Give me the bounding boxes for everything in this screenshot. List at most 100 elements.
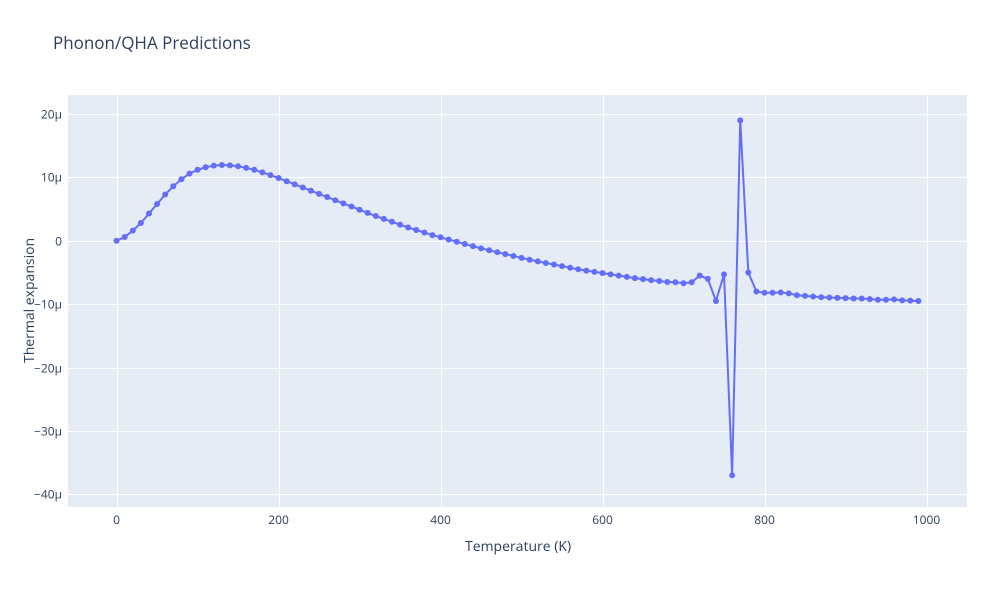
series-marker[interactable] <box>786 290 792 296</box>
series-marker[interactable] <box>899 297 905 303</box>
series-marker[interactable] <box>705 276 711 282</box>
series-marker[interactable] <box>535 258 541 264</box>
series-marker[interactable] <box>324 194 330 200</box>
series-marker[interactable] <box>365 210 371 216</box>
series-marker[interactable] <box>203 164 209 170</box>
series-marker[interactable] <box>519 255 525 261</box>
series-marker[interactable] <box>308 188 314 194</box>
series-marker[interactable] <box>178 176 184 182</box>
series-marker[interactable] <box>664 279 670 285</box>
series-marker[interactable] <box>600 270 606 276</box>
series-marker[interactable] <box>745 269 751 275</box>
series-marker[interactable] <box>721 271 727 277</box>
series-marker[interactable] <box>567 265 573 271</box>
series-marker[interactable] <box>543 260 549 266</box>
series-marker[interactable] <box>421 230 427 236</box>
series-marker[interactable] <box>640 276 646 282</box>
series-marker[interactable] <box>397 222 403 228</box>
series-marker[interactable] <box>381 216 387 222</box>
series-marker[interactable] <box>697 273 703 279</box>
series-marker[interactable] <box>186 171 192 177</box>
series-marker[interactable] <box>243 165 249 171</box>
series-marker[interactable] <box>389 219 395 225</box>
series-marker[interactable] <box>648 277 654 283</box>
series-marker[interactable] <box>624 274 630 280</box>
series-marker[interactable] <box>162 192 168 198</box>
series-marker[interactable] <box>454 239 460 245</box>
series-marker[interactable] <box>357 207 363 213</box>
series-marker[interactable] <box>915 298 921 304</box>
series-marker[interactable] <box>559 263 565 269</box>
series-marker[interactable] <box>462 241 468 247</box>
series-marker[interactable] <box>478 245 484 251</box>
series-marker[interactable] <box>413 227 419 233</box>
plot-area[interactable] <box>68 95 967 507</box>
series-marker[interactable] <box>122 234 128 240</box>
series-marker[interactable] <box>227 162 233 168</box>
series-marker[interactable] <box>826 295 832 301</box>
series-marker[interactable] <box>510 253 516 259</box>
series-marker[interactable] <box>551 262 557 268</box>
series-marker[interactable] <box>316 191 322 197</box>
series-marker[interactable] <box>235 163 241 169</box>
series-marker[interactable] <box>867 296 873 302</box>
series-marker[interactable] <box>575 266 581 272</box>
series-marker[interactable] <box>859 295 865 301</box>
series-marker[interactable] <box>681 280 687 286</box>
series-marker[interactable] <box>802 293 808 299</box>
series-marker[interactable] <box>883 297 889 303</box>
series-marker[interactable] <box>753 288 759 294</box>
series-marker[interactable] <box>591 269 597 275</box>
series-marker[interactable] <box>891 296 897 302</box>
series-marker[interactable] <box>251 167 257 173</box>
series-marker[interactable] <box>608 271 614 277</box>
series-marker[interactable] <box>818 294 824 300</box>
series-marker[interactable] <box>170 183 176 189</box>
series-marker[interactable] <box>729 472 735 478</box>
series-marker[interactable] <box>527 257 533 263</box>
series-marker[interactable] <box>446 237 452 243</box>
series-marker[interactable] <box>114 238 120 244</box>
series-marker[interactable] <box>130 228 136 234</box>
series-marker[interactable] <box>494 249 500 255</box>
series-marker[interactable] <box>292 181 298 187</box>
series-marker[interactable] <box>502 251 508 257</box>
series-marker[interactable] <box>332 197 338 203</box>
series-marker[interactable] <box>154 201 160 207</box>
series-marker[interactable] <box>762 290 768 296</box>
series-marker[interactable] <box>438 234 444 240</box>
series-marker[interactable] <box>672 279 678 285</box>
series-marker[interactable] <box>632 275 638 281</box>
series-marker[interactable] <box>907 298 913 304</box>
series-marker[interactable] <box>195 167 201 173</box>
series-marker[interactable] <box>405 224 411 230</box>
series-marker[interactable] <box>373 213 379 219</box>
series-marker[interactable] <box>348 204 354 210</box>
series-marker[interactable] <box>259 169 265 175</box>
series-marker[interactable] <box>340 200 346 206</box>
series-marker[interactable] <box>583 268 589 274</box>
series-marker[interactable] <box>267 172 273 178</box>
series-marker[interactable] <box>219 162 225 168</box>
series-marker[interactable] <box>834 295 840 301</box>
series-marker[interactable] <box>778 289 784 295</box>
series-marker[interactable] <box>486 247 492 253</box>
series-marker[interactable] <box>276 175 282 181</box>
series-marker[interactable] <box>875 297 881 303</box>
series-marker[interactable] <box>689 279 695 285</box>
series-marker[interactable] <box>284 178 290 184</box>
series-marker[interactable] <box>300 185 306 191</box>
series-marker[interactable] <box>211 163 217 169</box>
series-marker[interactable] <box>656 278 662 284</box>
series-marker[interactable] <box>138 220 144 226</box>
series-marker[interactable] <box>737 117 743 123</box>
series-marker[interactable] <box>429 232 435 238</box>
series-marker[interactable] <box>851 295 857 301</box>
series-marker[interactable] <box>713 298 719 304</box>
series-marker[interactable] <box>770 290 776 296</box>
series-marker[interactable] <box>616 273 622 279</box>
series-marker[interactable] <box>146 211 152 217</box>
series-marker[interactable] <box>810 294 816 300</box>
series-marker[interactable] <box>843 295 849 301</box>
series-marker[interactable] <box>794 292 800 298</box>
